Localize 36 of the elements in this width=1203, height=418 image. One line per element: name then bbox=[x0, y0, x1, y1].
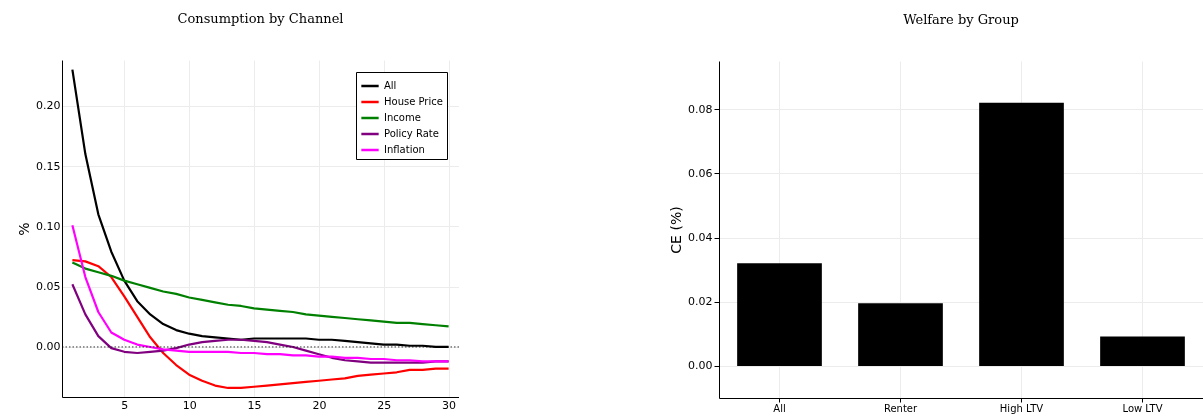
y-tick-label: 0.05 bbox=[36, 280, 61, 294]
bar bbox=[858, 303, 943, 366]
x-tick-label: Renter bbox=[883, 402, 918, 414]
chart-title: Welfare by Group bbox=[903, 12, 1019, 27]
legend-label: Inflation bbox=[384, 144, 425, 155]
bar bbox=[1100, 336, 1185, 366]
x-tick-label: All bbox=[773, 402, 786, 414]
y-tick-label: 0.00 bbox=[36, 340, 61, 354]
y-tick-label: 0.20 bbox=[36, 99, 61, 113]
y-tick-label: 0.02 bbox=[688, 295, 713, 309]
legend-label: House Price bbox=[384, 96, 443, 107]
y-tick-label: 0.10 bbox=[36, 219, 61, 233]
legend-label: Income bbox=[384, 112, 421, 123]
y-tick-label: 0.15 bbox=[36, 159, 61, 173]
y-tick-label: 0.08 bbox=[688, 102, 713, 116]
x-tick-label: 25 bbox=[377, 398, 392, 412]
bar bbox=[979, 102, 1064, 366]
chart-title: Consumption by Channel bbox=[177, 11, 344, 26]
legend-label: Policy Rate bbox=[384, 128, 439, 139]
line-series bbox=[71, 259, 450, 390]
x-tick-label: 5 bbox=[121, 398, 129, 412]
x-tick-label: 15 bbox=[247, 398, 262, 412]
x-tick-label: Low LTV bbox=[1122, 402, 1163, 414]
bar bbox=[737, 263, 822, 366]
y-axis-title: % bbox=[16, 222, 33, 236]
x-tick-label: 20 bbox=[312, 398, 327, 412]
x-tick-label: 10 bbox=[182, 398, 197, 412]
legend-label: All bbox=[384, 80, 397, 91]
x-tick-label: High LTV bbox=[999, 402, 1044, 414]
y-axis-title: CE (%) bbox=[668, 206, 685, 254]
line-series bbox=[71, 224, 450, 363]
y-tick-label: 0.00 bbox=[688, 359, 713, 373]
x-tick-label: 30 bbox=[442, 398, 457, 412]
line-series bbox=[71, 261, 450, 328]
y-tick-label: 0.04 bbox=[688, 231, 713, 245]
y-tick-label: 0.06 bbox=[688, 166, 713, 180]
